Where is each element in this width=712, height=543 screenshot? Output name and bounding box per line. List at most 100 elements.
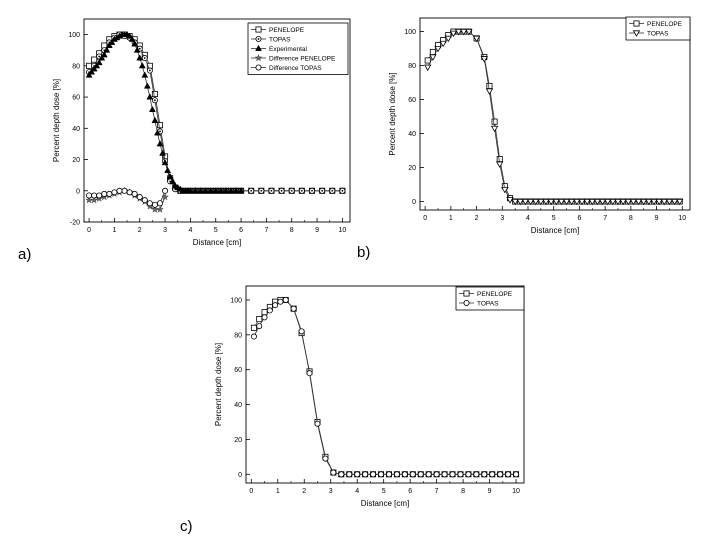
series-penelope xyxy=(250,296,520,478)
data-point xyxy=(578,198,586,206)
data-point xyxy=(103,46,111,53)
data-point xyxy=(496,156,503,163)
data-point xyxy=(111,189,118,196)
data-point xyxy=(227,187,235,194)
data-point xyxy=(143,82,151,89)
data-point-center xyxy=(159,130,161,133)
legend-label: TOPAS xyxy=(269,37,291,44)
data-point xyxy=(473,471,480,478)
data-point xyxy=(640,198,648,206)
data-point xyxy=(542,198,550,206)
legend-marker xyxy=(463,290,470,297)
data-point xyxy=(480,56,488,63)
data-point-center xyxy=(341,189,344,192)
legend-marker xyxy=(632,30,641,37)
panel-label-b: b) xyxy=(357,244,371,261)
x-tick-label: 1 xyxy=(449,215,453,222)
data-point xyxy=(151,116,159,123)
data-point xyxy=(85,71,93,78)
legend: PENELOPE TOPAS xyxy=(455,286,525,311)
data-point xyxy=(256,316,263,323)
series-topas xyxy=(424,28,684,206)
data-point xyxy=(532,198,540,206)
panel-label-a: a) xyxy=(18,246,32,263)
y-tick-label: 100 xyxy=(230,297,242,304)
series-line xyxy=(253,299,517,475)
x-tick-label: 1 xyxy=(112,227,116,234)
data-point-center xyxy=(280,189,283,192)
data-point xyxy=(86,62,93,69)
data-point xyxy=(568,198,576,206)
data-point xyxy=(148,105,156,113)
y-tick-label: 80 xyxy=(408,63,416,70)
data-point xyxy=(156,205,164,213)
y-tick-label: 60 xyxy=(234,367,242,374)
data-point xyxy=(338,471,345,478)
data-point xyxy=(501,187,509,194)
x-tick-label: 8 xyxy=(629,215,633,222)
data-point xyxy=(489,471,496,478)
data-point-center xyxy=(290,189,293,192)
data-point xyxy=(537,198,545,206)
data-point xyxy=(441,471,448,478)
legend-label: Difference PENELOPE xyxy=(269,56,336,63)
data-point xyxy=(138,62,146,69)
x-tick-label: 0 xyxy=(423,215,427,222)
plot-frame xyxy=(245,285,525,484)
data-point xyxy=(378,471,385,478)
data-point xyxy=(156,122,163,129)
data-point xyxy=(362,471,369,478)
y-tick-label: 80 xyxy=(72,63,80,70)
data-point xyxy=(133,46,141,53)
data-point xyxy=(516,198,524,206)
data-point xyxy=(417,471,424,478)
y-tick-label: 40 xyxy=(408,131,416,138)
x-axis-label: Distance [cm] xyxy=(531,226,579,235)
data-point xyxy=(505,471,512,478)
data-point xyxy=(212,187,220,194)
data-point-center xyxy=(331,189,334,192)
x-tick-label: 6 xyxy=(239,227,243,234)
data-point xyxy=(106,190,113,197)
data-point xyxy=(645,198,653,206)
data-point xyxy=(88,68,96,75)
data-point xyxy=(197,187,204,194)
legend-box xyxy=(455,286,525,311)
data-point xyxy=(614,198,622,206)
data-point-center xyxy=(321,189,324,192)
x-axis-label: Distance [cm] xyxy=(193,238,241,247)
data-point xyxy=(562,198,571,206)
data-point xyxy=(439,40,447,48)
data-point-center xyxy=(260,189,263,192)
plot-frame xyxy=(83,18,351,223)
data-point xyxy=(491,118,498,125)
data-point xyxy=(490,125,499,133)
data-point xyxy=(619,198,627,206)
y-axis-label: Percent depth dose [%] xyxy=(52,79,61,162)
data-point xyxy=(547,198,555,206)
data-point xyxy=(314,420,321,427)
data-point xyxy=(449,471,456,478)
data-point xyxy=(91,192,98,199)
legend-marker xyxy=(254,53,263,62)
series-experimental xyxy=(85,30,245,194)
data-point xyxy=(604,198,612,206)
x-tick-label: 4 xyxy=(526,215,530,222)
x-tick-label: 6 xyxy=(577,215,581,222)
data-point xyxy=(100,51,108,58)
data-point xyxy=(460,28,468,36)
legend-label: PENELOPE xyxy=(647,21,683,28)
data-point xyxy=(151,201,158,208)
data-point xyxy=(424,64,432,72)
y-tick-label: 20 xyxy=(234,437,242,444)
series-line xyxy=(427,31,680,202)
x-tick-label: 9 xyxy=(315,227,319,234)
x-tick-label: 0 xyxy=(87,227,91,234)
data-point xyxy=(521,198,530,206)
x-tick-label: 6 xyxy=(408,488,412,495)
data-point xyxy=(166,173,174,180)
data-point xyxy=(250,324,257,331)
series-line xyxy=(88,34,242,192)
y-tick-label: 40 xyxy=(72,126,80,133)
